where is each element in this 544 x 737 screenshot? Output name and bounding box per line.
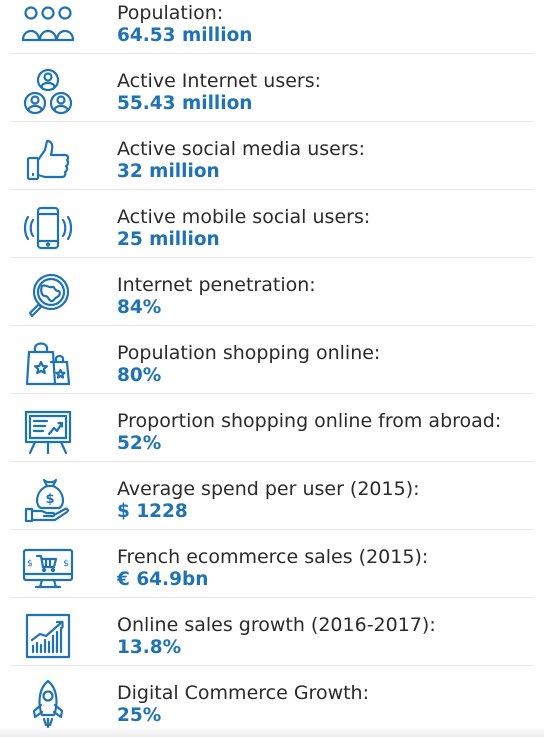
shopping-bags-icon	[20, 338, 76, 390]
stat-value: 64.53 million	[117, 25, 253, 46]
stat-row-shopping-online: Population shopping online: 80%	[10, 326, 534, 394]
stat-label: Population:	[117, 2, 224, 24]
stat-value: 13.8%	[117, 637, 182, 658]
stat-value: 32 million	[117, 161, 220, 182]
stat-label: Average spend per user (2015):	[117, 478, 420, 500]
stat-row-mobile-social-users: Active mobile social users: 25 million	[10, 190, 534, 258]
stat-label: Proportion shopping online from abroad:	[117, 410, 502, 432]
stat-row-average-spend: $ Average spend per user (2015): $ 1228	[10, 462, 534, 530]
svg-text:$: $	[63, 559, 69, 569]
stat-row-sales-growth: Online sales growth (2016-2017): 13.8%	[10, 598, 534, 666]
svg-text:$: $	[45, 492, 54, 507]
growth-chart-icon	[20, 610, 76, 662]
stat-label: Online sales growth (2016-2017):	[117, 614, 436, 636]
stat-value: 52%	[117, 433, 162, 454]
stat-label: French ecommerce sales (2015):	[117, 546, 429, 568]
stat-value: 25 million	[117, 229, 220, 250]
stat-row-population: Population: 64.53 million	[10, 0, 534, 54]
stat-label: Active mobile social users:	[117, 206, 371, 228]
stat-row-internet-users: Active Internet users: 55.43 million	[10, 54, 534, 122]
stat-value: 25%	[117, 705, 162, 726]
money-bag-hand-icon: $	[20, 474, 76, 526]
thumbs-up-icon	[20, 134, 76, 186]
stat-value: 80%	[117, 365, 162, 386]
stat-row-internet-penetration: Internet penetration: 84%	[10, 258, 534, 326]
stat-row-digital-commerce-growth: Digital Commerce Growth: 25%	[10, 666, 534, 733]
rocket-icon	[20, 678, 76, 730]
svg-text:$: $	[27, 559, 33, 569]
presentation-board-icon	[20, 406, 76, 458]
stat-value: € 64.9bn	[117, 569, 209, 590]
stat-value: 84%	[117, 297, 162, 318]
stat-row-ecommerce-sales: $ $ French ecommerce sales (2015): € 64.…	[10, 530, 534, 598]
network-users-icon	[20, 66, 76, 118]
stat-label: Digital Commerce Growth:	[117, 682, 370, 704]
stat-label: Active Internet users:	[117, 70, 322, 92]
stat-label: Population shopping online:	[117, 342, 381, 364]
stat-value: 55.43 million	[117, 93, 253, 114]
stat-label: Active social media users:	[117, 138, 365, 160]
stat-value: $ 1228	[117, 501, 188, 522]
stat-row-shopping-abroad: Proportion shopping online from abroad: …	[10, 394, 534, 462]
globe-magnifier-icon	[20, 270, 76, 322]
people-group-icon	[20, 0, 76, 50]
vibrating-phone-icon	[20, 202, 76, 254]
stat-label: Internet penetration:	[117, 274, 316, 296]
bottom-fade	[0, 727, 544, 737]
stat-row-social-media-users: Active social media users: 32 million	[10, 122, 534, 190]
monitor-cart-icon: $ $	[20, 542, 76, 594]
